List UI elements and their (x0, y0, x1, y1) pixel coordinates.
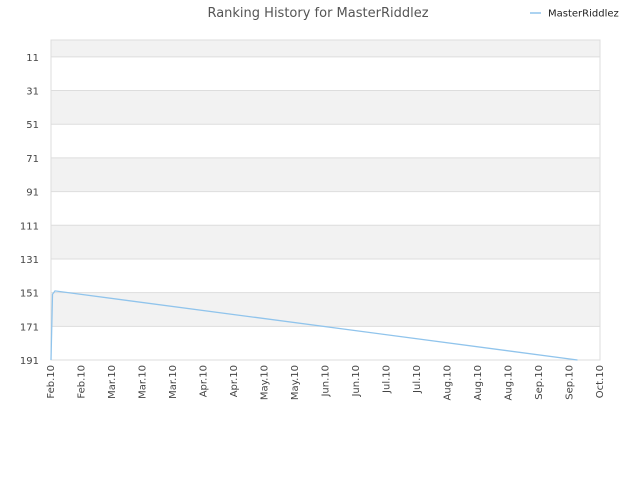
series-layer (50, 290, 578, 361)
x-axis: Feb.10 Feb.10 Mar.10 Mar.10 Mar.10 Apr.10 Apr.… (46, 365, 606, 400)
x-tick-label: Aug.10 (473, 365, 484, 400)
x-tick-label: Oct.10 (595, 365, 606, 398)
x-tick-label: Sep.10 (534, 365, 545, 400)
y-tick-label: 111 (20, 221, 39, 232)
x-tick-label: Feb.10 (77, 365, 88, 399)
x-tick-label: Apr.10 (229, 365, 240, 397)
y-tick-label: 91 (26, 188, 39, 199)
plot-band (51, 40, 600, 57)
x-tick-label: Sep.10 (565, 365, 576, 400)
x-tick-label: May.10 (260, 365, 271, 400)
plot-band (51, 292, 600, 327)
plot-band (51, 191, 600, 226)
x-tick-label: Aug.10 (443, 365, 454, 400)
x-tick-label: Mar.10 (168, 365, 179, 399)
y-tick-label: 31 (26, 87, 39, 98)
plot-frame (50, 39, 601, 361)
y-tick-label: 131 (20, 255, 39, 266)
y-tick-label: 11 (26, 53, 39, 64)
series-line-masterriddlez (50, 290, 578, 361)
plot-band (51, 124, 600, 158)
plot-band (51, 326, 600, 360)
x-tick-label: Mar.10 (138, 365, 149, 399)
chart-title: Ranking History for MasterRiddlez (207, 6, 428, 21)
y-axis: 11 31 51 71 91 111 131 151 171 191 (20, 53, 39, 367)
x-tick-label: Jun.10 (321, 365, 332, 398)
x-tick-label: Mar.10 (107, 365, 118, 399)
plot-band (51, 56, 600, 91)
x-tick-label: Jul.10 (412, 365, 423, 394)
y-tick-label: 191 (20, 356, 39, 367)
x-tick-label: Jul.10 (382, 365, 393, 394)
x-tick-label: May.10 (290, 365, 301, 400)
x-tick-label: Jun.10 (351, 365, 362, 398)
y-tick-label: 71 (26, 154, 39, 165)
x-tick-label: Apr.10 (199, 365, 210, 397)
legend: MasterRiddlez (530, 9, 619, 20)
x-tick-label: Aug.10 (504, 365, 515, 400)
y-tick-label: 171 (20, 322, 39, 333)
plot-band (51, 258, 600, 293)
y-tick-label: 51 (26, 120, 39, 131)
y-tick-label: 151 (20, 289, 39, 300)
legend-label: MasterRiddlez (548, 9, 619, 20)
plot-band (51, 225, 600, 259)
plot-band (51, 90, 600, 125)
plot-bands (51, 40, 600, 360)
plot-band (51, 157, 600, 192)
x-tick-label: Feb.10 (46, 365, 57, 399)
